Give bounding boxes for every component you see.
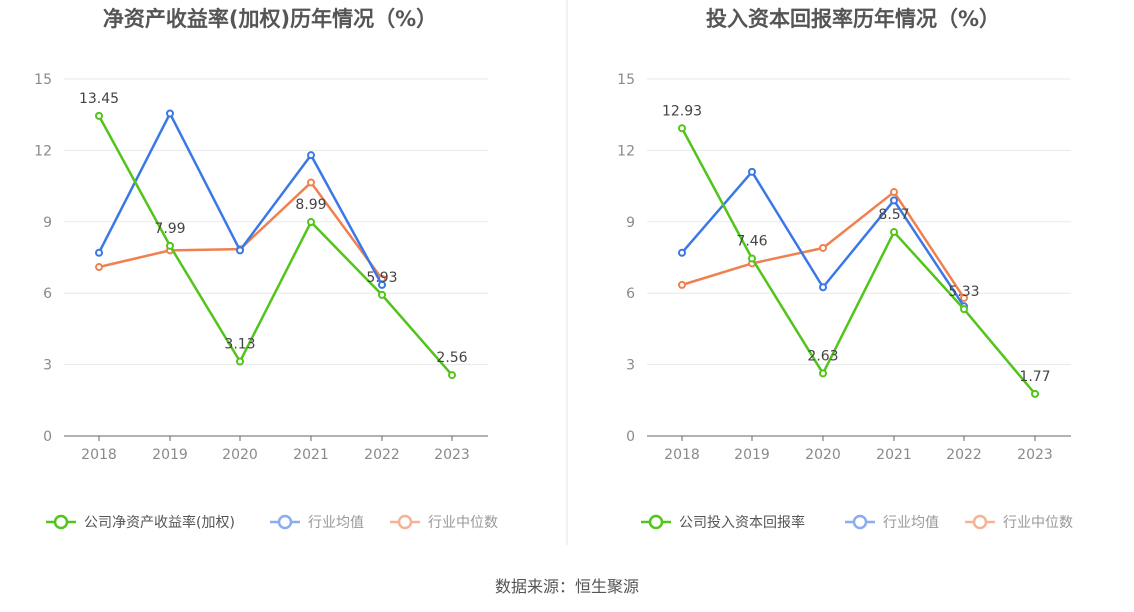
data-point [378,280,386,289]
data-point [890,196,898,205]
data-point [819,243,827,252]
legend-swatch-marker [397,514,413,530]
legend-swatch-marker [277,514,293,530]
roic-chart-panel: 投入资本回报率历年情况（%） 0 3 6 9 12 15 2018 2019 2020 2021 20… [617,7,1073,531]
y-tick-label: 9 [626,215,635,231]
data-point [890,228,898,237]
legend-label: 公司投入资本回报率 [679,514,805,531]
data-point [678,248,686,257]
legend-item[interactable]: 行业均值 [845,514,939,531]
x-tick-label: 2023 [434,447,470,463]
legend-label: 公司净资产收益率(加权) [84,514,235,531]
data-label: 7.99 [154,221,185,237]
series-line [98,181,384,280]
data-label: 13.45 [79,91,119,107]
data-point [307,218,315,227]
data-point [95,111,103,120]
legend-item[interactable]: 公司净资产收益率(加权) [46,514,235,531]
series-line [97,112,384,286]
x-tick-label: 2022 [364,447,400,463]
data-label: 5.93 [366,270,397,286]
y-tick-label: 3 [43,358,52,374]
x-tick-label: 2020 [222,447,258,463]
y-tick-label: 6 [626,286,635,302]
data-point [960,293,968,302]
y-tick-label: 12 [34,143,52,159]
data-point [678,124,686,133]
data-point [819,369,827,378]
legend-swatch-marker [852,514,868,530]
data-label: 2.63 [807,348,838,364]
legend-item[interactable]: 公司投入资本回报率 [641,514,805,531]
data-point [748,167,756,176]
data-point [678,280,686,289]
data-point [236,357,244,366]
y-tick-label: 15 [34,72,52,88]
data-label: 1.77 [1019,369,1050,385]
data-label: 12.93 [662,103,702,119]
x-tick-label: 2020 [805,447,841,463]
x-tick-label: 2019 [734,447,770,463]
y-tick-label: 0 [43,429,52,445]
roe-chart-panel: 净资产收益率(加权)历年情况（%） 0 3 6 9 12 15 2018 2019 2020 202… [34,7,498,531]
chart-title: 投入资本回报率历年情况（%） [706,7,1000,31]
data-point [890,188,898,197]
data-point [95,263,103,272]
data-point [166,109,174,118]
data-point [1031,389,1039,398]
legend-swatch-marker [972,514,988,530]
y-tick-label: 6 [43,286,52,302]
legend-label: 行业均值 [308,515,364,531]
chart-title: 净资产收益率(加权)历年情况（%） [103,7,437,31]
data-label: 8.57 [878,207,909,223]
y-tick-label: 3 [626,358,635,374]
data-label: 5.33 [948,284,979,300]
data-label: 7.46 [736,233,767,249]
y-tick-label: 12 [617,143,635,159]
legend-swatch-marker [53,514,69,530]
data-label: 8.99 [295,197,326,213]
series-line [97,115,453,376]
legend-swatch-marker [648,514,664,530]
y-tick-label: 15 [617,72,635,88]
x-tick-label: 2023 [1017,447,1053,463]
y-tick-label: 9 [43,215,52,231]
legend-label: 行业均值 [883,515,939,531]
x-tick-label: 2021 [293,447,329,463]
series-line [680,127,1036,395]
x-tick-label: 2018 [664,447,700,463]
data-point [448,371,456,380]
data-label: 3.13 [224,337,255,353]
data-point [307,178,315,187]
data-point [748,254,756,263]
source-note: 数据来源：恒生聚源 [495,577,639,596]
x-tick-label: 2018 [81,447,117,463]
x-tick-label: 2021 [876,447,912,463]
data-point [819,283,827,292]
legend-label: 行业中位数 [428,515,498,531]
data-point [236,246,244,255]
y-tick-label: 0 [626,429,635,445]
data-point [166,241,174,250]
data-label: 2.56 [436,350,467,366]
data-point [960,305,968,314]
x-tick-label: 2022 [946,447,982,463]
legend-item[interactable]: 行业中位数 [965,514,1073,531]
data-point [378,290,386,299]
legend-item[interactable]: 行业均值 [270,514,364,531]
x-tick-label: 2019 [152,447,188,463]
data-point [95,248,103,257]
data-point [307,151,315,160]
legend-label: 行业中位数 [1003,515,1073,531]
legend-item[interactable]: 行业中位数 [390,514,498,531]
